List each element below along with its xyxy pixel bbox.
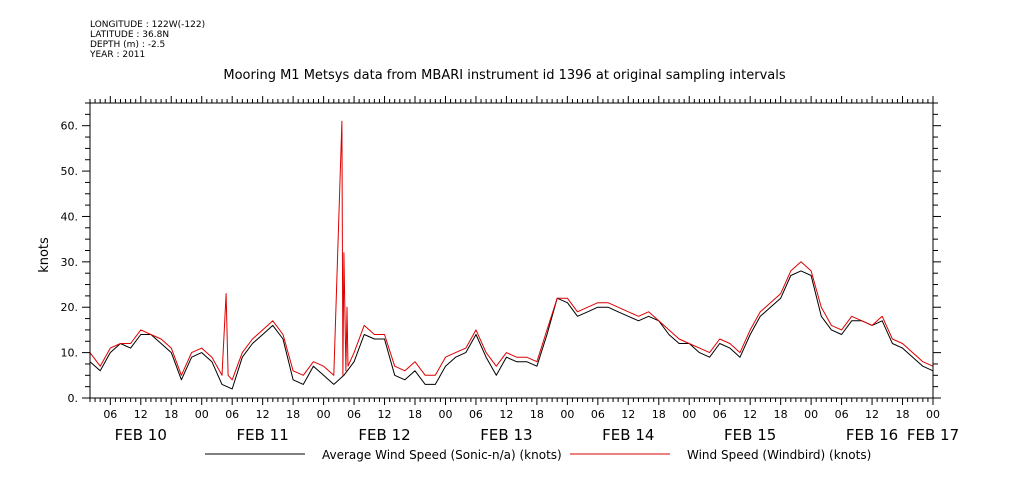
series-line-average-wind-speed	[89, 270, 934, 390]
x-tick-label: 18	[164, 408, 178, 421]
x-tick-label: 00	[682, 408, 696, 421]
day-label: FEB 12	[358, 426, 410, 444]
x-tick-label: 12	[134, 408, 148, 421]
x-tick-label: 18	[286, 408, 300, 421]
day-label: FEB 14	[602, 426, 654, 444]
x-tick-label: 00	[438, 408, 452, 421]
x-tick-label: 06	[835, 408, 849, 421]
x-tick-label: 12	[743, 408, 757, 421]
day-label: FEB 10	[115, 426, 167, 444]
longitude-label: LONGITUDE : 122W(-122)	[90, 20, 206, 30]
x-tick-label: 06	[225, 408, 239, 421]
day-label: FEB 15	[724, 426, 776, 444]
x-tick-label: 12	[378, 408, 392, 421]
legend-label: Wind Speed (Windbird) (knots)	[687, 448, 871, 462]
depth-label: DEPTH (m) : -2.5	[90, 40, 166, 50]
x-tick-label: 00	[560, 408, 574, 421]
x-tick-label: 00	[317, 408, 331, 421]
day-label: FEB 17	[907, 426, 959, 444]
day-label: FEB 13	[480, 426, 532, 444]
legend-label: Average Wind Speed (Sonic-n/a) (knots)	[322, 448, 562, 462]
series-line-windbird-wind-speed	[89, 120, 934, 381]
axis-ticks	[82, 96, 941, 405]
x-tick-label: 18	[530, 408, 544, 421]
y-tick-label: 60.	[61, 120, 79, 133]
day-label: FEB 16	[846, 426, 898, 444]
y-tick-label: 30.	[61, 256, 79, 269]
x-tick-label: 00	[926, 408, 940, 421]
plot-frame	[89, 102, 934, 399]
year-label: YEAR : 2011	[90, 50, 146, 60]
legend: Average Wind Speed (Sonic-n/a) (knots) Wi…	[205, 448, 871, 462]
x-tick-label: 18	[774, 408, 788, 421]
x-tick-label: 06	[591, 408, 605, 421]
x-tick-label: 18	[408, 408, 422, 421]
station-metadata: LONGITUDE : 122W(-122) LATITUDE : 36.8N …	[90, 20, 205, 60]
x-tick-label: 12	[499, 408, 513, 421]
x-tick-label: 06	[713, 408, 727, 421]
y-tick-label: 50.	[61, 165, 79, 178]
latitude-label: LATITUDE : 36.8N	[90, 30, 170, 40]
x-tick-label: 12	[621, 408, 635, 421]
x-tick-label: 00	[195, 408, 209, 421]
x-tick-label: 12	[865, 408, 879, 421]
x-tick-label: 06	[103, 408, 117, 421]
x-tick-label: 00	[804, 408, 818, 421]
y-tick-label: 0.	[68, 392, 79, 405]
y-tick-label: 20.	[61, 301, 79, 314]
y-tick-label: 10.	[61, 347, 79, 360]
x-tick-label: 06	[469, 408, 483, 421]
x-tick-label: 06	[347, 408, 361, 421]
y-tick-label: 40.	[61, 210, 79, 223]
data-series	[89, 120, 934, 390]
axis-labels: 0. 10. 20. 30. 40. 50. 60. 06 12 18 00 06 12 18 00 06 12…	[61, 120, 960, 444]
y-axis-label: knots	[37, 237, 52, 273]
x-tick-label: 18	[896, 408, 910, 421]
x-tick-label: 12	[256, 408, 270, 421]
chart-title: Mooring M1 Metsys data from MBARI instru…	[223, 68, 786, 83]
x-tick-label: 18	[652, 408, 666, 421]
day-label: FEB 11	[237, 426, 289, 444]
